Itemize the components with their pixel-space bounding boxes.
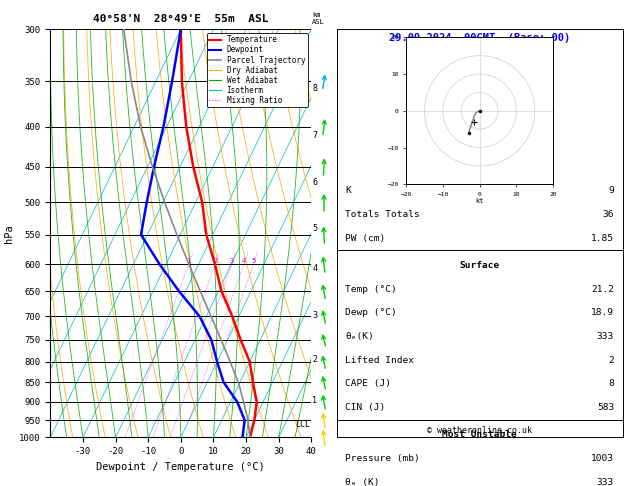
Text: 1.85: 1.85 [591, 234, 614, 243]
Text: 2: 2 [608, 356, 614, 364]
Text: 18.9: 18.9 [591, 308, 614, 317]
Text: 29.09.2024  00GMT  (Base: 00): 29.09.2024 00GMT (Base: 00) [389, 33, 571, 43]
Text: CIN (J): CIN (J) [345, 403, 386, 412]
Text: CAPE (J): CAPE (J) [345, 379, 391, 388]
X-axis label: Dewpoint / Temperature (°C): Dewpoint / Temperature (°C) [96, 462, 265, 472]
Text: 8: 8 [313, 84, 318, 93]
Legend: Temperature, Dewpoint, Parcel Trajectory, Dry Adiabat, Wet Adiabat, Isotherm, Mi: Temperature, Dewpoint, Parcel Trajectory… [207, 33, 308, 107]
Text: 2: 2 [213, 258, 218, 264]
Text: θₑ(K): θₑ(K) [345, 332, 374, 341]
Text: Dewp (°C): Dewp (°C) [345, 308, 397, 317]
Text: 6: 6 [313, 178, 318, 187]
Text: km
ASL: km ASL [313, 12, 325, 25]
Text: θₑ (K): θₑ (K) [345, 478, 379, 486]
Text: 3: 3 [230, 258, 234, 264]
Text: 7: 7 [313, 131, 318, 140]
Text: 2: 2 [313, 355, 318, 364]
Text: 3: 3 [313, 311, 318, 320]
Text: PW (cm): PW (cm) [345, 234, 386, 243]
Text: 333: 333 [597, 332, 614, 341]
Y-axis label: hPa: hPa [4, 224, 14, 243]
Text: 4: 4 [313, 264, 318, 273]
Text: 5: 5 [251, 258, 255, 264]
Text: Most Unstable: Most Unstable [442, 430, 517, 439]
X-axis label: kt: kt [476, 198, 484, 204]
Text: Surface: Surface [460, 261, 499, 270]
Text: 9: 9 [608, 186, 614, 195]
Text: 333: 333 [597, 478, 614, 486]
Text: K: K [345, 186, 351, 195]
Text: LCL: LCL [295, 420, 309, 429]
Text: 5: 5 [313, 224, 318, 233]
Text: 583: 583 [597, 403, 614, 412]
Text: 21.2: 21.2 [591, 285, 614, 294]
Text: 4: 4 [242, 258, 246, 264]
Text: Temp (°C): Temp (°C) [345, 285, 397, 294]
Text: 1: 1 [313, 397, 318, 405]
Text: 40°58'N  28°49'E  55m  ASL: 40°58'N 28°49'E 55m ASL [93, 14, 269, 24]
Text: © weatheronline.co.uk: © weatheronline.co.uk [427, 426, 532, 435]
Text: 8: 8 [608, 379, 614, 388]
Text: Totals Totals: Totals Totals [345, 210, 420, 219]
Text: 36: 36 [603, 210, 614, 219]
Text: 1003: 1003 [591, 454, 614, 463]
Text: Lifted Index: Lifted Index [345, 356, 414, 364]
Text: Pressure (mb): Pressure (mb) [345, 454, 420, 463]
Text: 1: 1 [187, 258, 191, 264]
